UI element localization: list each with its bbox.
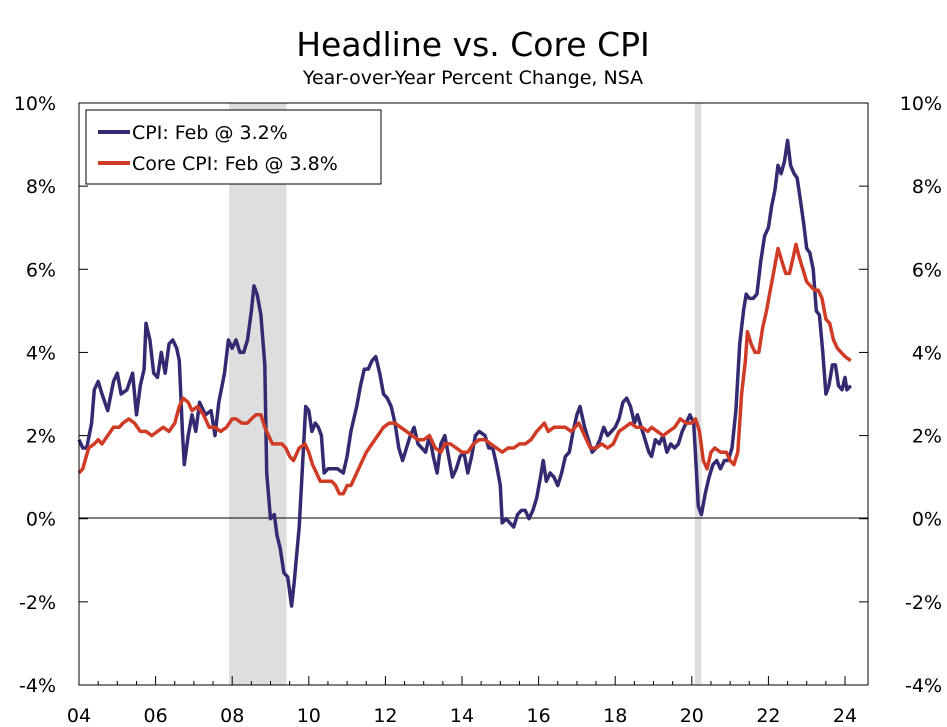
x-tick-label: 10 (297, 705, 321, 727)
y-tick-label-right: 4% (912, 342, 942, 364)
x-tick-label: 08 (220, 705, 244, 727)
series-line-1 (77, 242, 852, 496)
y-tick-label-left: -4% (19, 675, 56, 697)
y-tick-label-right: 6% (912, 259, 942, 281)
x-tick-label: 18 (603, 705, 627, 727)
plot-frame (78, 102, 869, 686)
legend-label-cpi: CPI: Feb @ 3.2% (132, 122, 288, 144)
x-tick-label: 16 (527, 705, 551, 727)
x-tick-label: 06 (144, 705, 168, 727)
y-tick-label-right: 8% (912, 176, 942, 198)
y-tick-label-right: 0% (912, 509, 942, 531)
y-tick-label-left: 0% (26, 509, 56, 531)
axes: -4% -4% -2% -2% 0% 0% 2% 2% 4% 4% 6% 6% 8% 8% 10% 10% 04… (14, 93, 942, 727)
x-tick-label: 14 (450, 705, 474, 727)
series-line-0 (77, 138, 853, 608)
legend-label-core-cpi: Core CPI: Feb @ 3.8% (132, 153, 338, 175)
x-tick-label: 20 (680, 705, 704, 727)
x-tick-label: 04 (67, 705, 91, 727)
legend-box (85, 109, 382, 185)
y-tick-label-right: -4% (905, 675, 942, 697)
chart-title: Headline vs. Core CPI (296, 25, 650, 64)
chart-subtitle: Year-over-Year Percent Change, NSA (302, 67, 643, 89)
recession-band-0 (229, 103, 287, 685)
y-tick-label-left: -2% (19, 592, 56, 614)
x-tick-label: 12 (373, 705, 397, 727)
y-tick-label-right: 2% (912, 426, 942, 448)
y-tick-label-left: 2% (26, 426, 56, 448)
y-tick-label-right: 10% (900, 93, 942, 115)
series-lines (77, 138, 853, 608)
y-tick-label-left: 4% (26, 342, 56, 364)
recession-band-1 (694, 103, 702, 685)
recession-shading (229, 103, 702, 685)
x-tick-label: 22 (756, 705, 780, 727)
x-tick-label: 24 (833, 705, 857, 727)
legend: CPI: Feb @ 3.2% Core CPI: Feb @ 3.8% (85, 109, 382, 185)
y-tick-label-right: -2% (905, 592, 942, 614)
y-tick-label-left: 6% (26, 259, 56, 281)
y-tick-label-left: 10% (14, 93, 56, 115)
y-tick-label-left: 8% (26, 176, 56, 198)
